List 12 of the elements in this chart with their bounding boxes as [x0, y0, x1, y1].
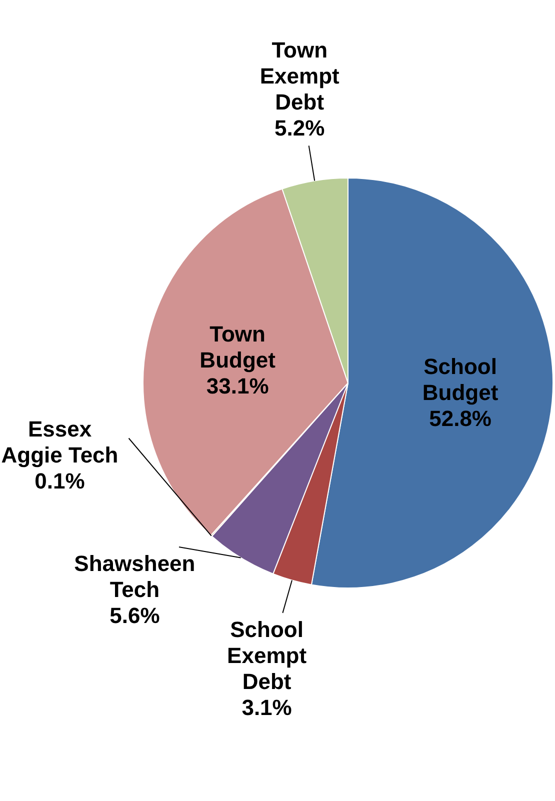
data-label: 0.1%: [34, 468, 85, 494]
data-label: 5.6%: [110, 603, 160, 628]
slice-label: Essex Aggie Tech: [1, 416, 118, 468]
slice-label: Town Budget: [200, 321, 276, 372]
data-label: 33.1%: [206, 373, 269, 398]
slice-label: Town Exempt Debt: [260, 38, 340, 115]
data-label: 52.8%: [429, 406, 492, 432]
slice-label: School Budget: [422, 354, 499, 406]
data-label: 3.1%: [242, 694, 292, 720]
slice-label: Shawsheen Tech: [74, 551, 196, 602]
slice-label: School Exempt Debt: [227, 616, 308, 694]
data-label: 5.2%: [274, 116, 325, 141]
